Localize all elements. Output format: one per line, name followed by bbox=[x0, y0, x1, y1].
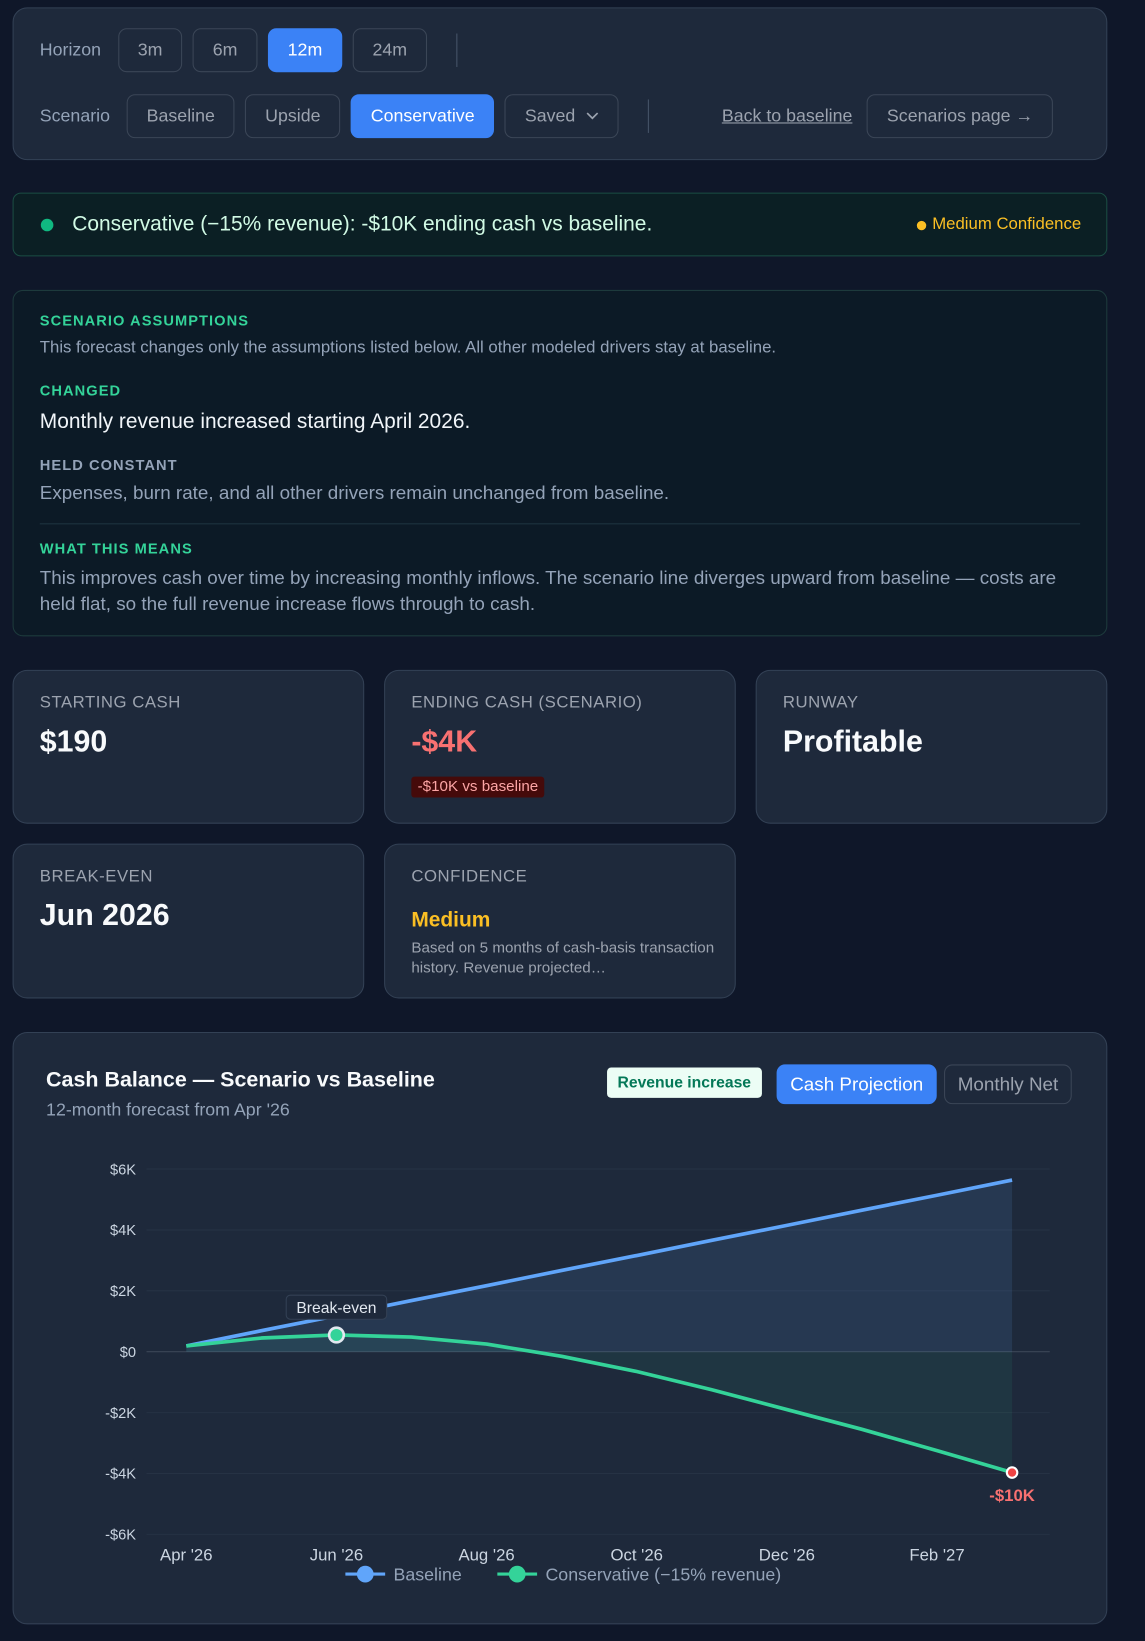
chart-subtitle: 12-month forecast from Apr '26 bbox=[46, 1099, 290, 1120]
legend-marker bbox=[356, 1565, 374, 1583]
scenario-option[interactable]: Baseline bbox=[126, 94, 235, 139]
scenario-option[interactable]: Saved bbox=[504, 94, 619, 139]
end-annotation: -$10K bbox=[989, 1486, 1035, 1505]
divider bbox=[456, 33, 458, 67]
horizon-option[interactable]: 24m bbox=[352, 28, 428, 73]
legend-marker bbox=[508, 1565, 526, 1583]
confidence-dot bbox=[916, 220, 926, 230]
back-link[interactable]: Back to baseline bbox=[721, 105, 853, 126]
controls-panel: Horizon 3m 6m 12m 24m Scenario Baseline … bbox=[12, 7, 1108, 161]
annotation-label: Break-even bbox=[296, 1300, 376, 1317]
changed-text: Monthly revenue increased starting April… bbox=[39, 410, 471, 434]
scenario-option[interactable]: Upside bbox=[245, 94, 341, 139]
held-text: Expenses, burn rate, and all other drive… bbox=[39, 482, 670, 504]
confidence-text: Medium Confidence bbox=[932, 215, 1082, 234]
chevron-icon bbox=[586, 112, 598, 120]
x-tick-label: Jun '26 bbox=[310, 1546, 363, 1565]
summary-banner: Conservative (−15% revenue): -$10K endin… bbox=[12, 192, 1108, 257]
end-point bbox=[1005, 1466, 1019, 1479]
metric-card: RUNWAY Profitable bbox=[755, 669, 1108, 824]
metric-label: RUNWAY bbox=[782, 693, 859, 712]
x-tick-label: Aug '26 bbox=[458, 1546, 514, 1565]
assumptions-panel: SCENARIO ASSUMPTIONS This forecast chang… bbox=[12, 289, 1108, 637]
scenario-option[interactable]: Conservative bbox=[350, 94, 495, 139]
x-tick-label: Oct '26 bbox=[610, 1546, 663, 1565]
x-tick-label: Feb '27 bbox=[909, 1546, 964, 1565]
meaning-heading: WHAT THIS MEANS bbox=[39, 540, 193, 557]
series-line bbox=[186, 1333, 1013, 1475]
series-area bbox=[186, 1334, 1013, 1473]
x-tick-label: Dec '26 bbox=[759, 1546, 815, 1565]
y-tick-label: -$2K bbox=[105, 1406, 136, 1422]
metric-label: ENDING CASH (SCENARIO) bbox=[411, 693, 643, 712]
scenario-label: Scenario bbox=[39, 105, 111, 126]
horizon-option[interactable]: 12m bbox=[267, 28, 343, 73]
y-tick-label: $2K bbox=[110, 1284, 136, 1300]
scenario-badge: Revenue increase bbox=[607, 1067, 762, 1098]
chart-tab[interactable]: Cash Projection bbox=[776, 1064, 937, 1105]
metric-value: Profitable bbox=[782, 725, 923, 759]
divider bbox=[39, 523, 1081, 525]
metric-card: CONFIDENCE Medium Based on 5 months of c… bbox=[384, 843, 736, 999]
assumptions-title: SCENARIO ASSUMPTIONS bbox=[39, 311, 250, 329]
status-dot bbox=[40, 218, 54, 232]
legend-label: Baseline bbox=[394, 1564, 462, 1584]
y-tick-label: -$6K bbox=[105, 1528, 136, 1544]
chart-tab[interactable]: Monthly Net bbox=[944, 1064, 1072, 1105]
metric-badge: -$10K vs baseline bbox=[411, 776, 545, 798]
metric-value: $190 bbox=[39, 725, 108, 759]
horizon-label: Horizon bbox=[39, 39, 102, 60]
y-tick-label: $0 bbox=[120, 1345, 136, 1361]
scenario-row: Scenario Baseline Upside Conservative Sa… bbox=[39, 94, 1054, 139]
changed-heading: CHANGED bbox=[39, 382, 122, 399]
annotation-box bbox=[285, 1294, 388, 1320]
horizon-row: Horizon 3m 6m 12m 24m bbox=[39, 28, 476, 73]
held-heading: HELD CONSTANT bbox=[39, 456, 178, 474]
x-tick-label: Apr '26 bbox=[160, 1546, 212, 1565]
chart-tabs: Cash Projection Monthly Net bbox=[776, 1064, 1072, 1105]
banner-text: Conservative (−15% revenue): -$10K endin… bbox=[72, 212, 653, 236]
metric-value: Medium bbox=[411, 908, 491, 932]
metric-value: Jun 2026 bbox=[39, 899, 170, 933]
y-tick-label: $6K bbox=[110, 1162, 136, 1178]
horizon-option[interactable]: 6m bbox=[192, 28, 258, 73]
metric-note: Based on 5 months of cash-basis transact… bbox=[411, 939, 715, 977]
y-tick-label: $4K bbox=[110, 1223, 136, 1239]
chart-panel: Cash Balance — Scenario vs Baseline 12-m… bbox=[12, 1031, 1108, 1625]
scenarios-page-button[interactable]: Scenarios page → bbox=[867, 94, 1054, 139]
metric-card: ENDING CASH (SCENARIO) -$4K -$10K vs bas… bbox=[384, 669, 736, 824]
assumptions-intro: This forecast changes only the assumptio… bbox=[39, 339, 777, 357]
saved-text: Saved bbox=[524, 105, 576, 126]
meaning-text: This improves cash over time by increasi… bbox=[39, 567, 1057, 615]
legend-label: Conservative (−15% revenue) bbox=[545, 1564, 781, 1584]
metric-value: -$4K bbox=[411, 725, 478, 759]
horizon-option[interactable]: 3m bbox=[117, 28, 183, 73]
chart-title: Cash Balance — Scenario vs Baseline bbox=[46, 1067, 435, 1092]
divider bbox=[647, 99, 649, 133]
metric-label: CONFIDENCE bbox=[411, 867, 528, 886]
break-even-point bbox=[327, 1326, 346, 1344]
y-tick-label: -$4K bbox=[105, 1467, 136, 1483]
confidence-pill: Medium Confidence bbox=[916, 215, 1082, 235]
metric-label: STARTING CASH bbox=[39, 693, 181, 712]
metric-label: BREAK-EVEN bbox=[39, 867, 153, 886]
metric-card: BREAK-EVEN Jun 2026 bbox=[12, 843, 365, 999]
metric-card: STARTING CASH $190 bbox=[12, 669, 365, 824]
